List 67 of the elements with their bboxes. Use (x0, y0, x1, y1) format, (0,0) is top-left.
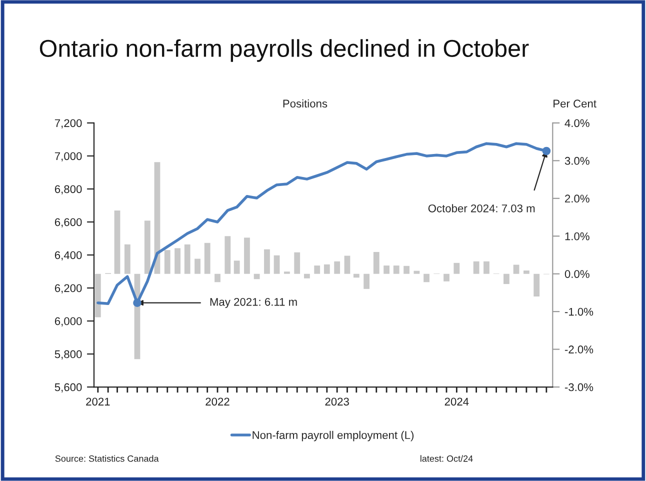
bar (364, 274, 370, 289)
y-tick-label: 6,800 (54, 185, 82, 194)
bar (94, 274, 101, 318)
y2-tick-label: 0.0% (564, 270, 590, 278)
bar (324, 264, 330, 274)
x-tick-label: 2021 (86, 398, 110, 406)
x-tick-label: 2023 (325, 398, 349, 406)
bar (444, 274, 450, 282)
bar (214, 274, 220, 282)
y-tick-label: 6,200 (54, 284, 82, 294)
y2-tick-label: 2.0% (565, 194, 590, 203)
bar (114, 210, 120, 274)
bar (224, 236, 231, 274)
bar (373, 252, 380, 274)
bar (184, 244, 190, 274)
y-tick-label: 5,800 (54, 350, 82, 360)
y2-tick-label: 1.0% (565, 232, 590, 240)
bar (194, 258, 200, 274)
y2-tick-label: -1.0% (564, 308, 594, 316)
bar (534, 274, 540, 296)
text: latest: Oct/24 (420, 455, 473, 462)
bar (414, 270, 420, 274)
bar (334, 261, 340, 274)
bar (353, 274, 360, 278)
y2-axis-title: Per Cent (554, 100, 596, 108)
bar (264, 249, 270, 274)
bar (344, 256, 350, 274)
bar (513, 264, 520, 274)
x-tick-label: 2022 (206, 398, 230, 406)
bar (124, 244, 130, 274)
bar (404, 266, 410, 274)
bar (393, 266, 400, 274)
bar (204, 242, 210, 274)
y2-tick-label: -3.0% (564, 383, 594, 392)
y-tick-label: 6,600 (54, 218, 82, 228)
y-tick-label: 7,200 (54, 119, 82, 128)
bar (484, 261, 490, 274)
bar (234, 260, 240, 274)
y-tick-label: 7,000 (54, 152, 82, 162)
bar (454, 262, 460, 274)
bar (504, 274, 510, 284)
bar (174, 248, 180, 274)
bar (254, 274, 260, 280)
y2-tick-label: -2.0% (564, 346, 594, 354)
annotation: October 2024: 7.03 m (428, 204, 535, 212)
x-tick-label: 2024 (444, 398, 469, 406)
bar (304, 274, 310, 278)
y-axis-title: Positions (283, 99, 328, 108)
y2-tick-label: 3.0% (564, 156, 590, 165)
chart-title: Ontario non-farm payrolls declined in October (40, 39, 529, 62)
bar (384, 266, 390, 274)
y-tick-label: 5,600 (54, 383, 82, 392)
bar (244, 238, 250, 274)
bar (274, 255, 280, 274)
bar (294, 252, 300, 274)
bar (523, 270, 530, 274)
annotation: May 2021: 6.11 m (210, 298, 297, 308)
legend-label: Non-farm payroll employment (L) (252, 430, 414, 442)
y-tick-label: 6,000 (54, 317, 82, 326)
bar (314, 266, 320, 274)
bar (473, 261, 480, 274)
source-note: Source: Statistics Canada (55, 455, 159, 462)
bar (424, 274, 430, 282)
bar (144, 220, 150, 274)
y2-tick-label: 4.0% (564, 119, 590, 128)
y-tick-label: 6,400 (54, 251, 82, 260)
bar (164, 250, 170, 274)
